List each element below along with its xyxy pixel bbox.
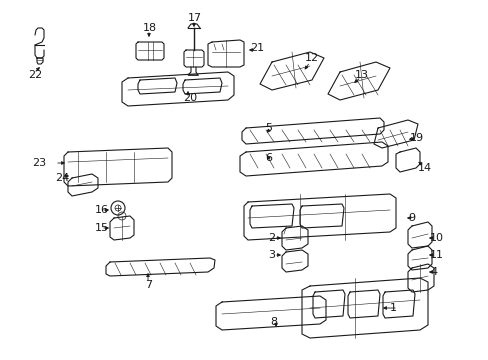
Text: 9: 9	[407, 213, 414, 223]
Text: 3: 3	[267, 250, 274, 260]
Text: 1: 1	[389, 303, 396, 313]
Text: 12: 12	[305, 53, 319, 63]
Text: 4: 4	[429, 267, 436, 277]
Text: 5: 5	[264, 123, 271, 133]
Text: 22: 22	[28, 70, 42, 80]
Text: 17: 17	[187, 13, 202, 23]
Text: 21: 21	[249, 43, 264, 53]
Text: 7: 7	[145, 280, 152, 290]
Text: 18: 18	[142, 23, 157, 33]
Text: 23: 23	[32, 158, 46, 168]
Text: 15: 15	[95, 223, 109, 233]
Text: 11: 11	[429, 250, 443, 260]
Text: 13: 13	[354, 70, 368, 80]
Text: 19: 19	[409, 133, 423, 143]
Text: 14: 14	[417, 163, 431, 173]
Text: 10: 10	[429, 233, 443, 243]
Text: 2: 2	[267, 233, 275, 243]
Text: 16: 16	[95, 205, 109, 215]
Text: 20: 20	[183, 93, 197, 103]
Text: 24: 24	[55, 173, 69, 183]
Text: 8: 8	[269, 317, 277, 327]
Text: 6: 6	[264, 153, 271, 163]
